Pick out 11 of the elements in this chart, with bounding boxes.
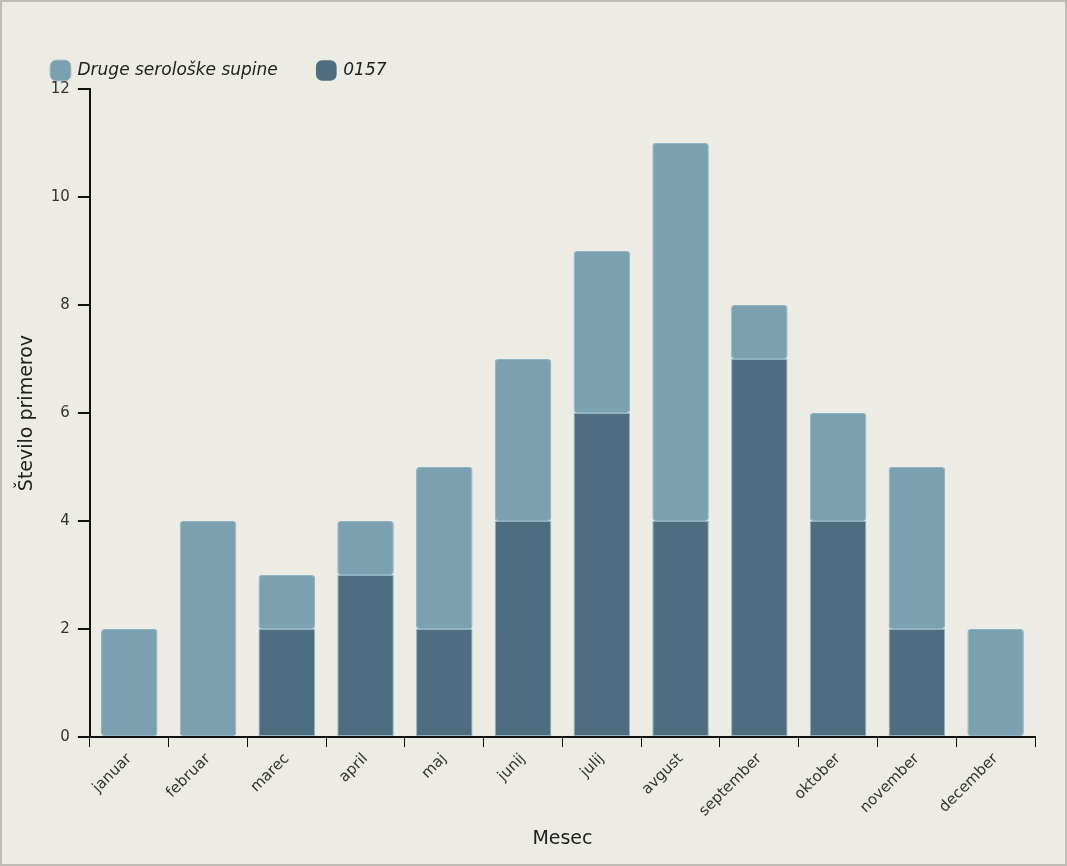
legend-label: Druge serološke supine (77, 58, 278, 79)
y-tick-label: 2 (60, 618, 70, 637)
y-tick-label: 8 (60, 294, 70, 313)
y-tick-label: 12 (50, 78, 70, 97)
x-axis-title: Mesec (532, 825, 593, 848)
y-tick-label: 10 (50, 186, 70, 205)
legend-label: 0157 (343, 58, 387, 79)
y-tick-label: 0 (60, 726, 70, 745)
y-tick-label: 6 (60, 402, 70, 421)
y-axis-title: Število primerov (13, 334, 37, 492)
y-tick-label: 4 (60, 510, 70, 529)
